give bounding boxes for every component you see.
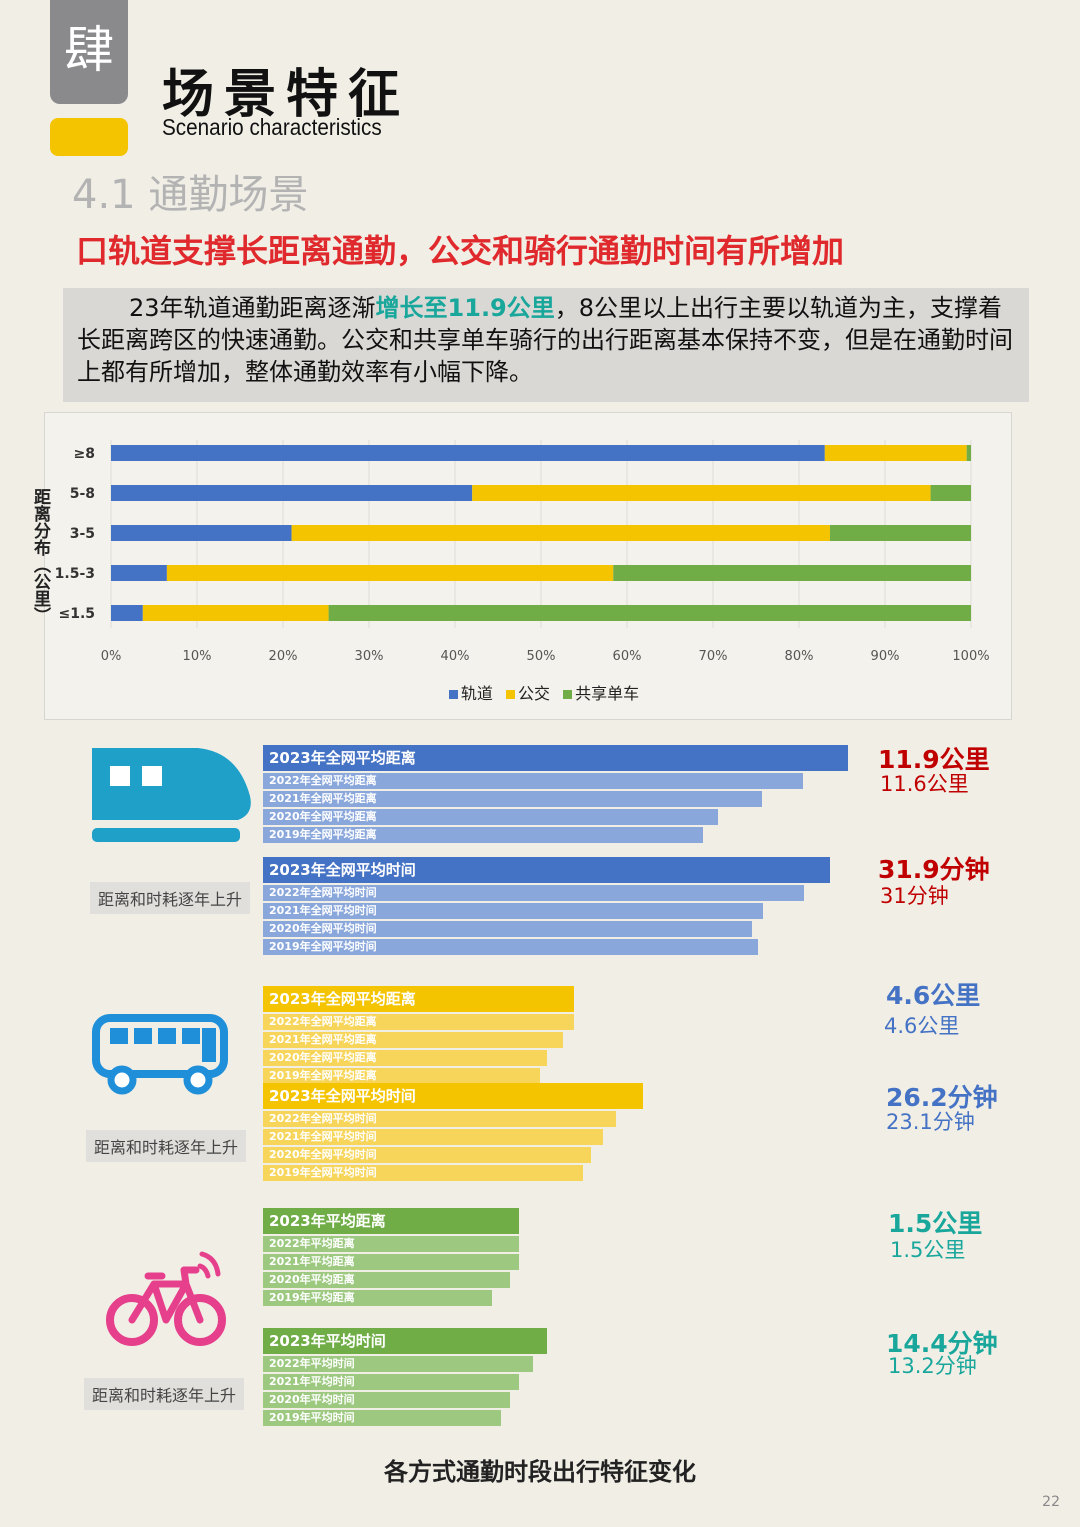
bar-segment xyxy=(829,525,971,541)
bar-previous-year: 2019年平均距离 xyxy=(263,1290,492,1306)
rail-distance-prev: 11.6公里 xyxy=(880,772,969,796)
bar-segment xyxy=(291,525,830,541)
bar-current-year: 2023年全网平均距离 xyxy=(263,745,848,771)
x-tick-label: 50% xyxy=(527,649,556,664)
bus-icon xyxy=(92,1014,228,1095)
bar-previous-year: 2021年全网平均距离 xyxy=(263,791,762,807)
bar-previous-year: 2022年全网平均时间 xyxy=(263,1111,616,1127)
bar-segment xyxy=(111,485,473,501)
bar-previous-year: 2019年全网平均距离 xyxy=(263,827,703,843)
x-tick-label: 100% xyxy=(952,649,989,664)
page-title: 场景特征 xyxy=(162,64,411,125)
bar-current-year: 2023年全网平均距离 xyxy=(263,986,574,1012)
bike-caption: 距离和时耗逐年上升 xyxy=(84,1378,245,1410)
bike-time-prev: 13.2分钟 xyxy=(888,1354,977,1378)
bike-distance-value: 1.5公里 xyxy=(888,1209,983,1238)
page-subtitle: Scenario characteristics xyxy=(162,114,382,140)
section-title: 4.1 通勤场景 xyxy=(72,172,309,218)
bar-current-year: 2023年平均距离 xyxy=(263,1208,519,1234)
badge-accent xyxy=(50,118,128,156)
bar-segment xyxy=(111,445,825,461)
y-tick-label: 5-8 xyxy=(70,486,95,502)
bar-previous-year: 2019年平均时间 xyxy=(263,1410,501,1426)
bar-previous-year: 2022年全网平均距离 xyxy=(263,773,803,789)
x-tick-label: 40% xyxy=(441,649,470,664)
x-tick-label: 70% xyxy=(699,649,728,664)
bar-segment xyxy=(613,565,971,581)
summary-highlight: 增长至11.9公里 xyxy=(375,294,555,322)
rail-caption: 距离和时耗逐年上升 xyxy=(90,882,251,914)
bar-previous-year: 2020年平均时间 xyxy=(263,1392,510,1408)
chart-ylabel: 距离分布（公里） xyxy=(30,488,50,624)
bar-previous-year: 2022年平均距离 xyxy=(263,1236,519,1252)
legend-label-rail: 轨道 xyxy=(460,684,493,703)
bus-distance-value: 4.6公里 xyxy=(886,981,981,1010)
bar-previous-year: 2021年平均距离 xyxy=(263,1254,519,1270)
rail-time-prev: 31分钟 xyxy=(880,884,949,908)
headline: 口轨道支撑长距离通勤，公交和骑行通勤时间有所增加 xyxy=(76,232,845,270)
rail-distance-value: 11.9公里 xyxy=(878,745,990,774)
stacked-bar-chart: 0% 10% 20% 30% 40% 50% 60% 70% 80% 90% 100% ≥8 5-8 3-… xyxy=(55,440,990,664)
bike-distance-prev: 1.5公里 xyxy=(890,1238,966,1262)
bar-segment xyxy=(111,565,167,581)
x-tick-label: 20% xyxy=(269,649,298,664)
bus-caption: 距离和时耗逐年上升 xyxy=(86,1130,247,1162)
chapter-badge: 肆 xyxy=(50,0,128,104)
x-tick-label: 10% xyxy=(183,649,212,664)
bar-previous-year: 2021年全网平均时间 xyxy=(263,903,763,919)
legend-swatch-bike xyxy=(563,690,573,699)
chart-legend: 轨道 公交 共享单车 xyxy=(0,680,1080,704)
y-tick-label: ≥8 xyxy=(74,446,95,462)
legend-swatch-bus xyxy=(505,690,515,699)
bus-time-prev: 23.1分钟 xyxy=(886,1110,975,1134)
bar-previous-year: 2020年平均距离 xyxy=(263,1272,510,1288)
x-tick-label: 30% xyxy=(355,649,384,664)
legend-label-bike: 共享单车 xyxy=(575,684,640,703)
bar-segment xyxy=(930,485,971,501)
bar-previous-year: 2021年全网平均时间 xyxy=(263,1129,603,1145)
figure-title: 各方式通勤时段出行特征变化 xyxy=(384,1458,696,1486)
bar-segment xyxy=(111,525,292,541)
bar-current-year: 2023年平均时间 xyxy=(263,1328,547,1354)
bar-previous-year: 2021年平均时间 xyxy=(263,1374,519,1390)
bar-previous-year: 2022年平均时间 xyxy=(263,1356,533,1372)
bar-segment xyxy=(472,485,931,501)
bar-segment xyxy=(824,445,967,461)
y-tick-label: 3-5 xyxy=(70,526,95,542)
bar-previous-year: 2020年全网平均距离 xyxy=(263,809,718,825)
bar-segment xyxy=(328,605,972,621)
bar-segment xyxy=(966,445,971,461)
rail-time-value: 31.9分钟 xyxy=(878,855,990,884)
x-tick-label: 80% xyxy=(785,649,814,664)
x-tick-label: 90% xyxy=(871,649,900,664)
bar-previous-year: 2020年全网平均时间 xyxy=(263,1147,591,1163)
bar-current-year: 2023年全网平均时间 xyxy=(263,1083,643,1109)
bar-previous-year: 2020年全网平均距离 xyxy=(263,1050,547,1066)
x-tick-label: 0% xyxy=(101,649,122,664)
bar-previous-year: 2022年全网平均距离 xyxy=(263,1014,574,1030)
bar-current-year: 2023年全网平均时间 xyxy=(263,857,830,883)
train-icon xyxy=(92,748,251,842)
summary-text: 23年轨道通勤距离逐渐增长至11.9公里，8公里以上出行主要以轨道为主，支撑着长… xyxy=(77,294,1013,386)
legend-swatch-rail xyxy=(448,690,458,699)
y-tick-label: ≤1.5 xyxy=(58,606,95,622)
bar-previous-year: 2019年全网平均距离 xyxy=(263,1068,540,1084)
bus-time-value: 26.2分钟 xyxy=(886,1083,998,1112)
bus-distance-prev: 4.6公里 xyxy=(884,1014,960,1038)
bike-icon xyxy=(106,1251,226,1346)
bar-previous-year: 2019年全网平均时间 xyxy=(263,1165,583,1181)
bar-segment xyxy=(111,605,143,621)
x-tick-label: 60% xyxy=(613,649,642,664)
legend-label-bus: 公交 xyxy=(517,684,550,703)
bar-previous-year: 2022年全网平均时间 xyxy=(263,885,804,901)
bar-previous-year: 2019年全网平均时间 xyxy=(263,939,758,955)
y-tick-label: 1.5-3 xyxy=(55,566,95,582)
bar-previous-year: 2021年全网平均距离 xyxy=(263,1032,563,1048)
bar-segment xyxy=(166,565,614,581)
bar-previous-year: 2020年全网平均时间 xyxy=(263,921,752,937)
bike-time-value: 14.4分钟 xyxy=(886,1329,998,1358)
bar-segment xyxy=(142,605,329,621)
summary-box: 23年轨道通勤距离逐渐增长至11.9公里，8公里以上出行主要以轨道为主，支撑着长… xyxy=(63,288,1029,402)
page-number: 22 xyxy=(1042,1494,1060,1510)
